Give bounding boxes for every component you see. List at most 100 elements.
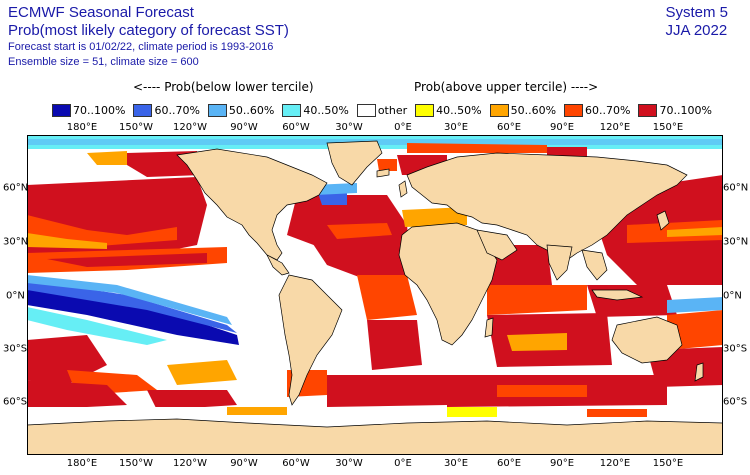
lon-label: 90°E <box>549 122 575 133</box>
lat-label: 60°N <box>723 182 749 194</box>
legend-label: 60..70% <box>585 103 631 117</box>
lon-label: 30°E <box>443 122 469 133</box>
australia <box>611 316 683 364</box>
lat-label: 30°S <box>3 343 28 355</box>
mediterranean-warm <box>402 207 467 227</box>
legend-item: 40..50% <box>282 103 349 117</box>
southern-indian-patch <box>497 385 587 397</box>
forecast-start-info: Forecast start is 01/02/22, climate peri… <box>8 41 274 53</box>
sst-probability-map <box>27 135 723 455</box>
lon-label: 30°E <box>443 458 469 469</box>
legend-label: other <box>377 103 408 117</box>
india <box>546 244 573 281</box>
lat-label: 30°S <box>723 343 748 355</box>
lon-label: 60°E <box>496 458 522 469</box>
legend-label: 50..60% <box>510 103 557 117</box>
map-frame <box>27 135 723 455</box>
ensemble-size-info: Ensemble size = 51, climate size = 600 <box>8 56 199 68</box>
southern-ocean-patch <box>447 407 497 417</box>
south-atlantic-warm <box>367 320 422 370</box>
lon-label: 120°W <box>173 122 207 133</box>
south-pacific-south <box>27 380 127 410</box>
arabia <box>476 229 518 261</box>
bering-sea-patch <box>87 151 127 165</box>
lon-label: 90°W <box>230 458 258 469</box>
lon-label: 120°W <box>173 458 207 469</box>
north-america <box>176 148 328 261</box>
southern-ocean-patch <box>227 407 287 415</box>
eurasia <box>406 152 688 261</box>
season: JJA 2022 <box>665 22 728 39</box>
southern-ocean-patch <box>147 390 237 410</box>
legend-item: 50..60% <box>207 103 274 117</box>
pacific-cold-tongue <box>27 285 239 345</box>
central-pacific-warm-core <box>47 253 207 267</box>
legend-swatch <box>638 103 658 117</box>
legend-swatch <box>282 103 302 117</box>
legend-swatch <box>564 103 584 117</box>
lat-label: 30°N <box>723 236 749 248</box>
new-zealand <box>694 362 704 382</box>
north-atlantic-subtropic <box>307 225 412 280</box>
indian-ocean-patch <box>507 333 567 351</box>
lon-label: 0°E <box>394 458 412 469</box>
japan <box>656 210 670 231</box>
lon-label: 30°W <box>335 458 363 469</box>
legend-item: 60..70% <box>564 103 631 117</box>
north-atlantic-moderate <box>327 223 392 239</box>
tropical-atlantic <box>357 275 417 320</box>
indonesia <box>591 289 644 301</box>
lat-label: 30°N <box>3 236 29 248</box>
header: ECMWF Seasonal Forecast Prob(most likely… <box>8 4 289 70</box>
legend-swatch <box>415 103 435 117</box>
above-tercile-label: Prob(above upper tercile) ----> <box>414 80 599 94</box>
lat-label: 0°N <box>723 290 742 302</box>
legend-label: 40..50% <box>303 103 349 117</box>
lon-label: 90°W <box>230 122 258 133</box>
system-name: System 5 <box>665 4 728 21</box>
lon-label: 180°E <box>66 458 98 469</box>
legend-item: other <box>356 103 408 117</box>
legend-swatch <box>52 103 71 117</box>
southern-ocean-white <box>27 407 723 421</box>
south-america <box>278 274 343 406</box>
legend-item: 60..70% <box>133 103 200 117</box>
lat-label: 60°N <box>3 182 29 194</box>
legend-label: 70..100% <box>659 103 712 117</box>
legend-swatch <box>356 103 376 117</box>
western-pacific-weak <box>667 227 723 237</box>
legend-swatch <box>133 103 153 117</box>
lon-label: 150°W <box>119 458 153 469</box>
lon-label: 120°E <box>599 122 631 133</box>
lon-label: 150°E <box>652 458 684 469</box>
southeast-asia <box>581 249 608 281</box>
lon-label: 180°E <box>66 122 98 133</box>
north-west-pacific-cold <box>667 297 723 313</box>
lon-label: 60°W <box>282 122 310 133</box>
lon-label: 60°W <box>282 458 310 469</box>
legend: 70..100% 60..70% 50..60% 40..50% other 4… <box>52 103 720 117</box>
map-title: ECMWF Seasonal Forecast <box>8 4 194 21</box>
legend-label: 40..50% <box>436 103 482 117</box>
lon-label: 120°E <box>599 458 631 469</box>
lat-label: 60°S <box>723 396 748 408</box>
lon-label: 0°E <box>394 122 412 133</box>
lon-label: 90°E <box>549 458 575 469</box>
south-atlantic-south <box>327 375 447 407</box>
lat-label: 60°S <box>3 396 28 408</box>
legend-item: 70..100% <box>52 103 126 117</box>
arctic-eurasia-warm <box>407 143 547 153</box>
southern-ocean-patch <box>587 409 647 417</box>
antarctica <box>27 418 723 455</box>
greenland <box>326 140 383 186</box>
lon-label: 30°W <box>335 122 363 133</box>
iceland <box>376 168 390 178</box>
legend-item: 50..60% <box>489 103 557 117</box>
pacific-cold-edge <box>27 280 237 333</box>
nordic-seas-patch <box>377 159 397 171</box>
arctic-siberia-warm <box>547 147 587 157</box>
pacific-cold-fringe <box>27 275 232 325</box>
legend-label: 70..100% <box>73 103 126 117</box>
legend-item: 70..100% <box>638 103 712 117</box>
legend-swatch <box>489 103 509 117</box>
